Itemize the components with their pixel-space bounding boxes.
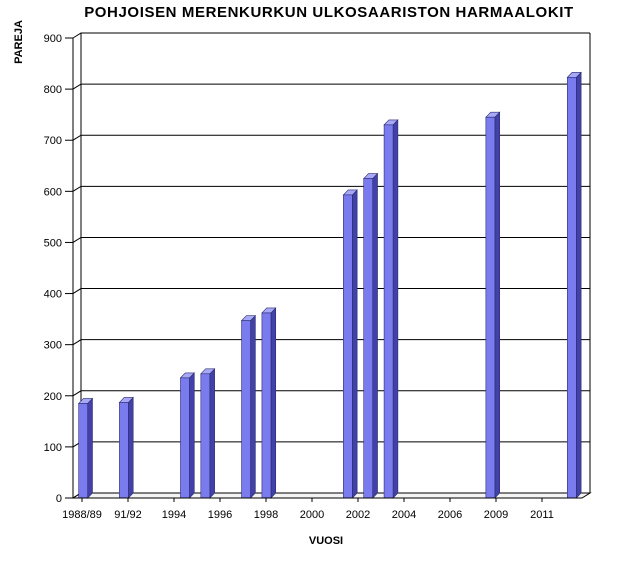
x-tick-label: 2000 [300,509,324,521]
bar-front [261,312,272,499]
bar [363,172,379,499]
y-axis-title: PAREJA [13,20,25,64]
chart-title: POHJOISEN MERENKURKUN ULKOSAARISTON HARM… [84,4,574,21]
bar [200,368,216,499]
bar [485,111,501,499]
bar-side [250,314,256,499]
bar-front [343,194,353,499]
x-tick-label: 91/92 [114,509,142,521]
y-tick-label: 0 [56,493,62,505]
gridline [72,236,590,243]
y-tick-label: 400 [44,289,62,301]
bar-front [119,402,129,499]
bar-side [392,119,399,499]
x-tick-label: 2002 [346,509,370,521]
y-tick-label: 200 [44,391,62,403]
gridline [72,339,590,346]
y-tick-label: 100 [44,442,62,454]
bars-layer [77,71,582,499]
bar-side [128,396,134,499]
bar-side [494,111,500,499]
gridline [72,32,590,39]
bar [261,307,277,499]
bar-side [576,71,582,499]
bar-front [241,320,251,499]
y-tick-label: 900 [44,33,62,45]
x-tick-label: 2009 [484,509,508,521]
bar-side [352,189,358,499]
grid-layer [71,32,592,499]
y-tick-label: 800 [44,84,62,96]
bar-front [180,377,190,499]
bar-front [485,116,496,499]
bar-front [78,403,88,499]
gridline [72,134,590,141]
bar [383,119,399,499]
bar [240,314,257,499]
x-tick-label: 1996 [208,509,232,521]
gridline [72,390,590,397]
bar-side [372,172,378,499]
gridline [72,83,590,90]
axis-layer: 0 100 200 300 400 500 600 700 800 900 1988/89 91/92… [44,33,582,521]
bar [118,396,134,499]
chart-floor [71,492,592,499]
bar [179,372,195,499]
y-tick-label: 500 [44,237,62,249]
bar-front [567,77,577,499]
x-axis-title: VUOSI [309,535,343,547]
x-tick-label: 1988/89 [62,509,102,521]
gridline [72,185,590,192]
bar-side [87,397,93,499]
x-tick-label: 2004 [392,509,416,521]
bar [77,397,94,499]
gridline [72,441,590,448]
bar [566,71,582,499]
x-tick-label: 2006 [438,509,462,521]
x-tick-label: 1994 [162,509,186,521]
bar [342,189,358,499]
x-tick-label: 1998 [254,509,278,521]
bar-front [383,124,394,499]
y-tick-label: 700 [44,135,62,147]
x-tick-label: 2011 [530,509,554,521]
bar-front [363,178,374,499]
bar-side [209,368,215,499]
gridline [72,288,590,294]
y-tick-label: 600 [44,186,62,198]
bar-side [189,372,195,499]
y-tick-label: 300 [44,340,62,352]
bar-front [200,373,211,499]
bar-side [270,307,277,499]
